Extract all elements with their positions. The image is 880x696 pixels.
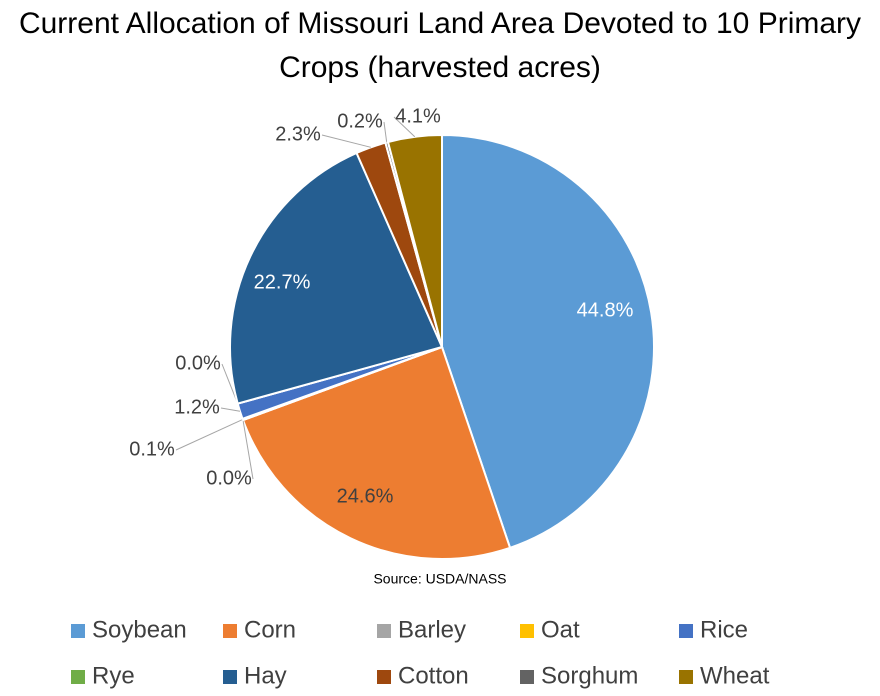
- pie-slice: [441, 133, 655, 550]
- leader-line: [321, 134, 371, 148]
- legend-swatch: [223, 670, 237, 684]
- data-label: 0.0%: [206, 467, 252, 489]
- legend-label: Hay: [244, 662, 287, 689]
- legend-label: Soybean: [92, 616, 187, 643]
- chart-title: Crops (harvested acres): [279, 51, 601, 84]
- legend-swatch: [377, 624, 391, 638]
- legend-label: Rye: [92, 662, 135, 689]
- data-label: 0.0%: [175, 352, 221, 374]
- legend-label: Oat: [541, 616, 580, 643]
- leader-line: [393, 116, 416, 138]
- legend-label: Cotton: [398, 662, 469, 689]
- data-label: 24.6%: [337, 485, 394, 507]
- data-label: 0.1%: [129, 438, 175, 460]
- leader-line: [383, 121, 388, 143]
- legend-label: Rice: [700, 616, 748, 643]
- data-label: 0.2%: [337, 110, 383, 132]
- data-label: 44.8%: [577, 299, 634, 321]
- leader-line: [242, 419, 254, 480]
- leader-line: [220, 407, 241, 412]
- legend-swatch: [520, 624, 534, 638]
- legend-swatch: [520, 670, 534, 684]
- legend-label: Barley: [398, 616, 466, 643]
- legend-label: Wheat: [700, 662, 770, 689]
- leader-line: [175, 418, 243, 451]
- legend-swatch: [71, 670, 85, 684]
- data-label: 2.3%: [275, 123, 321, 145]
- data-label: 22.7%: [254, 271, 311, 293]
- pie-slice: [241, 345, 512, 560]
- legend-label: Sorghum: [541, 662, 638, 689]
- data-label: 1.2%: [174, 396, 220, 418]
- legend-swatch: [679, 670, 693, 684]
- legend-swatch: [71, 624, 85, 638]
- legend-swatch: [679, 624, 693, 638]
- legend-swatch: [377, 670, 391, 684]
- legend-swatch: [223, 624, 237, 638]
- pie-slice: [386, 133, 443, 348]
- chart-title: Current Allocation of Missouri Land Area…: [19, 7, 861, 40]
- data-label: 4.1%: [395, 105, 441, 127]
- source: Source: USDA/NASS: [373, 571, 506, 587]
- legend-label: Corn: [244, 616, 296, 643]
- pie-slice: [229, 151, 444, 405]
